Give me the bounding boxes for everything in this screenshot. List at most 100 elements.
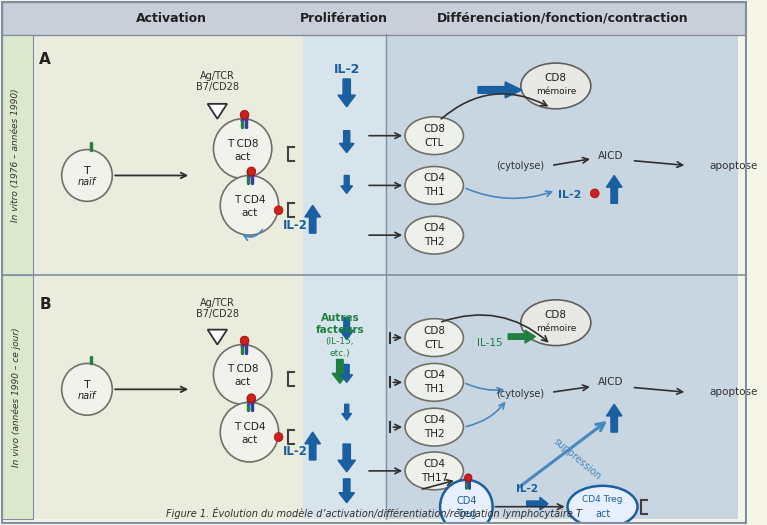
Polygon shape (304, 205, 321, 233)
Bar (386, 275, 738, 519)
Ellipse shape (521, 63, 591, 109)
Text: AICD: AICD (597, 377, 623, 387)
Ellipse shape (405, 319, 463, 356)
Circle shape (240, 110, 249, 119)
Text: IL-2: IL-2 (283, 219, 308, 232)
Text: In vitro (1976 – années 1990): In vitro (1976 – années 1990) (12, 88, 21, 222)
Polygon shape (607, 404, 622, 432)
Text: IL-2: IL-2 (334, 62, 360, 76)
Text: CD4: CD4 (456, 496, 476, 506)
Text: Treg: Treg (456, 509, 476, 519)
Text: CD4 Treg: CD4 Treg (582, 495, 623, 504)
Circle shape (440, 480, 492, 525)
Circle shape (220, 402, 278, 462)
Text: act: act (235, 377, 251, 387)
Ellipse shape (568, 486, 637, 525)
Polygon shape (339, 479, 354, 503)
Text: act: act (242, 435, 258, 445)
Text: CD4: CD4 (423, 371, 446, 381)
Text: (IL-15,: (IL-15, (326, 337, 354, 346)
Polygon shape (342, 404, 351, 420)
Text: act: act (595, 509, 611, 519)
Ellipse shape (405, 363, 463, 401)
Circle shape (247, 167, 255, 176)
Text: CD4: CD4 (423, 173, 446, 183)
Ellipse shape (405, 408, 463, 446)
Polygon shape (208, 104, 227, 119)
Text: Figure 1. Évolution du modèle d’activation/différentiation/régulation lymphocyta: Figure 1. Évolution du modèle d’activati… (166, 507, 582, 519)
Text: (cytolyse): (cytolyse) (495, 161, 544, 171)
Circle shape (275, 433, 283, 442)
Text: CD8: CD8 (545, 310, 567, 320)
Text: mémoire: mémoire (535, 87, 576, 97)
Text: IL-2: IL-2 (283, 446, 308, 458)
Text: TH17: TH17 (420, 473, 448, 483)
Circle shape (61, 363, 112, 415)
Polygon shape (340, 131, 354, 153)
Text: T CD8: T CD8 (227, 364, 258, 374)
Text: naïf: naïf (78, 177, 96, 187)
Circle shape (275, 206, 283, 215)
Bar (2, 35, 34, 275)
Ellipse shape (405, 216, 463, 254)
Circle shape (213, 344, 272, 404)
Text: CTL: CTL (425, 340, 444, 350)
Text: apoptose: apoptose (709, 161, 758, 171)
Circle shape (247, 394, 255, 403)
Text: CD8: CD8 (423, 124, 446, 134)
Circle shape (213, 119, 272, 178)
Text: T: T (84, 166, 91, 176)
Polygon shape (607, 175, 622, 203)
Text: CD4: CD4 (423, 459, 446, 469)
Bar (303, 35, 386, 275)
Text: act: act (235, 152, 251, 162)
Circle shape (220, 175, 278, 235)
Text: T CD4: T CD4 (234, 195, 265, 205)
Polygon shape (304, 432, 321, 460)
Text: TH1: TH1 (424, 384, 445, 394)
Text: T: T (84, 380, 91, 391)
Text: IL-2: IL-2 (558, 191, 581, 201)
Bar (2, 3, 746, 35)
Polygon shape (341, 175, 353, 193)
Polygon shape (509, 330, 535, 343)
Polygon shape (338, 79, 355, 107)
Text: B7/CD28: B7/CD28 (196, 82, 239, 92)
Text: IL-15: IL-15 (477, 338, 502, 348)
Text: facteurs: facteurs (315, 324, 364, 334)
Polygon shape (340, 318, 354, 340)
Text: naïf: naïf (78, 391, 96, 401)
Polygon shape (341, 364, 353, 382)
Bar (2, 275, 34, 519)
Text: etc.): etc.) (330, 349, 351, 358)
Text: Prolifération: Prolifération (300, 12, 388, 25)
Bar (386, 35, 738, 275)
Polygon shape (332, 360, 347, 383)
Ellipse shape (405, 117, 463, 154)
Circle shape (240, 336, 249, 345)
Text: mémoire: mémoire (535, 324, 576, 333)
Text: Différenciation/fonction/contraction: Différenciation/fonction/contraction (437, 12, 689, 25)
Text: act: act (242, 208, 258, 218)
Polygon shape (208, 330, 227, 344)
Bar (34, 275, 303, 519)
Text: (cytolyse): (cytolyse) (495, 390, 544, 400)
Ellipse shape (405, 452, 463, 490)
Polygon shape (338, 444, 355, 472)
Text: Ag/TCR: Ag/TCR (200, 298, 235, 308)
Ellipse shape (405, 166, 463, 204)
Circle shape (465, 474, 472, 481)
Text: A: A (39, 51, 51, 67)
Text: Autres: Autres (321, 313, 359, 323)
Text: CD8: CD8 (545, 73, 567, 83)
Polygon shape (478, 82, 522, 98)
Text: T CD4: T CD4 (234, 422, 265, 432)
Text: T CD8: T CD8 (227, 139, 258, 149)
Text: Ag/TCR: Ag/TCR (200, 71, 235, 81)
Text: IL-2: IL-2 (515, 484, 538, 494)
Bar (738, 3, 746, 522)
Bar (303, 275, 386, 519)
Text: CD4: CD4 (423, 415, 446, 425)
Text: CD8: CD8 (423, 326, 446, 335)
Text: Activation: Activation (136, 12, 207, 25)
